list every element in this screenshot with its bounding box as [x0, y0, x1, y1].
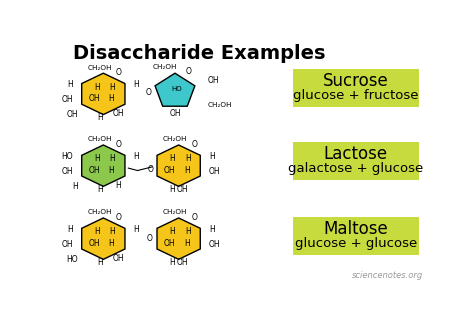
Text: H: H [67, 80, 73, 89]
Text: H: H [169, 185, 175, 194]
Polygon shape [157, 145, 201, 186]
Polygon shape [157, 218, 201, 259]
Text: OH: OH [164, 239, 175, 247]
Text: H: H [72, 182, 78, 191]
Text: OH: OH [209, 240, 220, 249]
FancyBboxPatch shape [292, 217, 419, 255]
Text: CH₂OH: CH₂OH [163, 137, 187, 143]
Text: H: H [109, 239, 114, 247]
Text: H: H [67, 225, 73, 234]
Text: OH: OH [62, 167, 73, 176]
Text: CH₂OH: CH₂OH [87, 210, 112, 216]
Text: O: O [146, 88, 152, 97]
Text: HO: HO [172, 86, 182, 92]
Text: O: O [147, 165, 153, 174]
Text: H: H [209, 225, 215, 234]
Text: H: H [169, 258, 175, 267]
Text: H: H [97, 113, 102, 122]
Text: O: O [116, 213, 122, 222]
Text: OH: OH [62, 95, 73, 105]
Text: H: H [169, 227, 175, 236]
Text: OH: OH [112, 109, 124, 118]
Text: Lactose: Lactose [324, 145, 388, 163]
Text: OH: OH [207, 76, 219, 85]
Text: CH₂OH: CH₂OH [208, 102, 233, 108]
Text: H: H [185, 227, 191, 236]
Polygon shape [82, 73, 125, 115]
Polygon shape [155, 73, 195, 106]
Text: H: H [94, 154, 100, 163]
Text: sciencenotes.org: sciencenotes.org [352, 271, 423, 280]
Text: H: H [94, 227, 100, 236]
Text: OH: OH [88, 94, 100, 103]
Text: H: H [134, 225, 139, 234]
Text: O: O [186, 67, 192, 76]
Text: H: H [169, 154, 175, 163]
Text: CH₂OH: CH₂OH [163, 210, 187, 216]
Text: H: H [185, 154, 191, 163]
Text: H: H [109, 94, 114, 103]
Text: H: H [109, 82, 115, 92]
Text: HO: HO [62, 152, 73, 161]
Polygon shape [82, 218, 125, 259]
FancyBboxPatch shape [292, 142, 419, 180]
Text: H: H [115, 181, 121, 190]
Text: glucose + glucose: glucose + glucose [295, 237, 417, 250]
Text: OH: OH [62, 240, 73, 249]
Text: OH: OH [88, 166, 100, 174]
Text: H: H [97, 185, 102, 194]
Text: H: H [109, 227, 115, 236]
Text: H: H [109, 154, 115, 163]
Text: OH: OH [164, 166, 175, 174]
Text: Disaccharide Examples: Disaccharide Examples [73, 44, 325, 63]
Text: Maltose: Maltose [324, 221, 388, 238]
Text: CH₂OH: CH₂OH [153, 64, 177, 70]
FancyBboxPatch shape [292, 69, 419, 107]
Text: H: H [94, 82, 100, 92]
Text: O: O [191, 140, 197, 149]
Polygon shape [82, 145, 125, 186]
Text: OH: OH [169, 109, 181, 118]
Text: OH: OH [88, 239, 100, 247]
Text: O: O [146, 234, 153, 243]
Text: O: O [116, 140, 122, 149]
Text: H: H [97, 258, 102, 267]
Text: CH₂OH: CH₂OH [87, 64, 112, 70]
Text: H: H [134, 80, 139, 89]
Text: O: O [191, 213, 197, 222]
Text: CH₂OH: CH₂OH [87, 137, 112, 143]
Text: galactose + glucose: galactose + glucose [288, 161, 423, 175]
Text: OH: OH [112, 254, 124, 263]
Text: glucose + fructose: glucose + fructose [293, 88, 419, 102]
Text: OH: OH [67, 110, 78, 119]
Text: H: H [134, 152, 139, 161]
Text: HO: HO [67, 255, 78, 264]
Text: H: H [184, 166, 190, 174]
Text: OH: OH [209, 167, 220, 176]
Text: OH: OH [176, 258, 188, 267]
Text: H: H [109, 166, 114, 174]
Text: H: H [209, 152, 215, 161]
Text: Sucrose: Sucrose [323, 72, 389, 90]
Text: O: O [116, 68, 122, 77]
Text: H: H [184, 239, 190, 247]
Text: OH: OH [176, 185, 188, 194]
